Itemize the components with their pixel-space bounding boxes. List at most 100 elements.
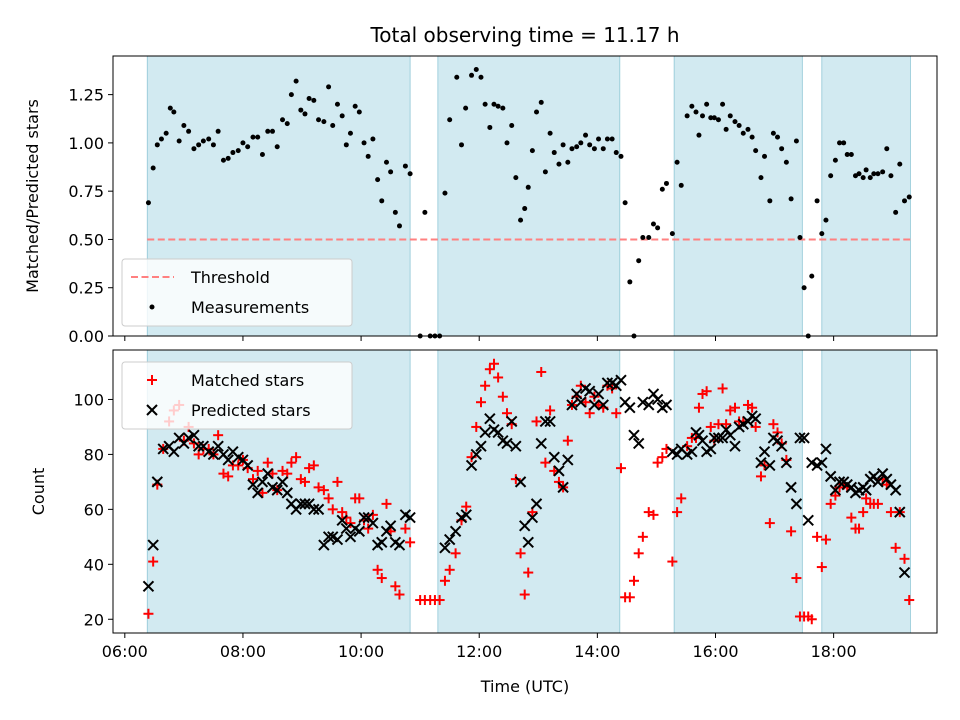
matched-point [247,474,258,485]
measurement-point [240,140,246,146]
measurement-point [663,180,669,186]
matched-point [262,457,273,468]
bottom-panel: 20 40 60 80 100 06:00 08:00 10:00 12:00 14:00 16:… [29,349,938,696]
cross-b [675,443,687,455]
cross-b [237,454,249,466]
measurement-point [906,194,912,200]
matched-point [701,386,712,397]
matched-point [394,589,405,600]
matched-point [327,504,338,515]
measurement-point [288,92,294,98]
cross-b [501,437,513,450]
matched-point [628,575,639,586]
cross-b [570,388,583,400]
matched-point [768,419,779,430]
measurement-point [196,142,202,148]
predicted-point [384,520,397,532]
bottom-x-ticks: 06:00 08:00 10:00 12:00 14:00 16:00 18:00 [102,633,857,661]
measurement-point [293,78,299,84]
measurement-point [326,84,332,90]
measurement-point [636,258,642,264]
measurement-point [482,101,488,107]
cross-b [514,476,527,488]
matched-point [830,490,841,501]
cross-b [749,412,762,425]
measurement-point [779,146,785,152]
predicted-point [597,399,609,411]
matched-point [562,435,573,446]
predicted-point [716,432,729,444]
measurement-point [560,142,566,148]
predicted-point [460,509,472,521]
matched-point [657,452,668,463]
matched-point [615,463,626,474]
matched-point [363,523,374,534]
cross-b [470,448,482,461]
observing-window [673,349,803,634]
measurement-point [454,74,460,80]
measurement-point [736,123,742,129]
legend-plus-mark [147,375,157,385]
cross-b [624,401,636,414]
measurement-point [347,130,353,136]
measurement-point [534,109,540,115]
cross-b [632,437,645,450]
cross-b [322,531,335,543]
top-x-ticks [124,336,835,341]
cross-b [802,514,814,527]
measurement-point [627,279,633,285]
matched-point [332,476,343,487]
measurement-point [352,103,358,109]
predicted-point [660,399,673,411]
bottom-legend-box [121,361,353,430]
cross-b [775,440,788,452]
predicted-point [393,539,406,551]
cross-b [872,476,884,488]
cross-b [479,426,491,439]
y-tick-label: 100 [73,390,104,409]
cross-b [252,487,264,499]
predicted-point [785,481,797,494]
measurement-point [809,273,815,279]
predicted-point [592,388,605,400]
measurement-point [463,105,469,111]
predicted-point [535,437,547,450]
measurement-point [473,67,479,73]
measurement-point [618,153,624,159]
cross-b [705,443,717,455]
cross-b [142,580,155,592]
measurement-point [583,132,589,138]
matched-point [648,509,659,520]
matched-point [729,402,740,413]
predicted-point [686,445,698,458]
predicted-point [802,514,814,527]
measurement-point [622,200,628,206]
legend-cross-mark [146,404,158,416]
cross-b [806,456,818,469]
cross-b [393,539,406,551]
measurement-point [150,165,156,171]
cross-b [353,525,366,538]
measurement-point [669,231,675,237]
bottom-axes-frame [112,349,938,634]
predicted-point [755,456,767,469]
predicted-point [790,498,803,510]
measurement-point [225,155,231,161]
cross-b [575,396,587,408]
measurement-point [547,130,553,136]
matched-point [252,465,263,476]
measurement-point [509,123,515,129]
measurement-point [591,146,597,152]
y-tick-label: 1.00 [68,134,104,153]
predicted-point [241,459,254,472]
measurement-point [245,144,251,150]
measurement-point [407,171,413,177]
measurement-point [356,109,362,115]
matched-point [899,553,910,564]
predicted-point [898,566,911,579]
measurement-point [655,225,661,231]
cross-b [281,487,293,499]
measurement-point [487,124,493,130]
measurement-point [250,134,256,140]
cross-b [557,481,569,494]
